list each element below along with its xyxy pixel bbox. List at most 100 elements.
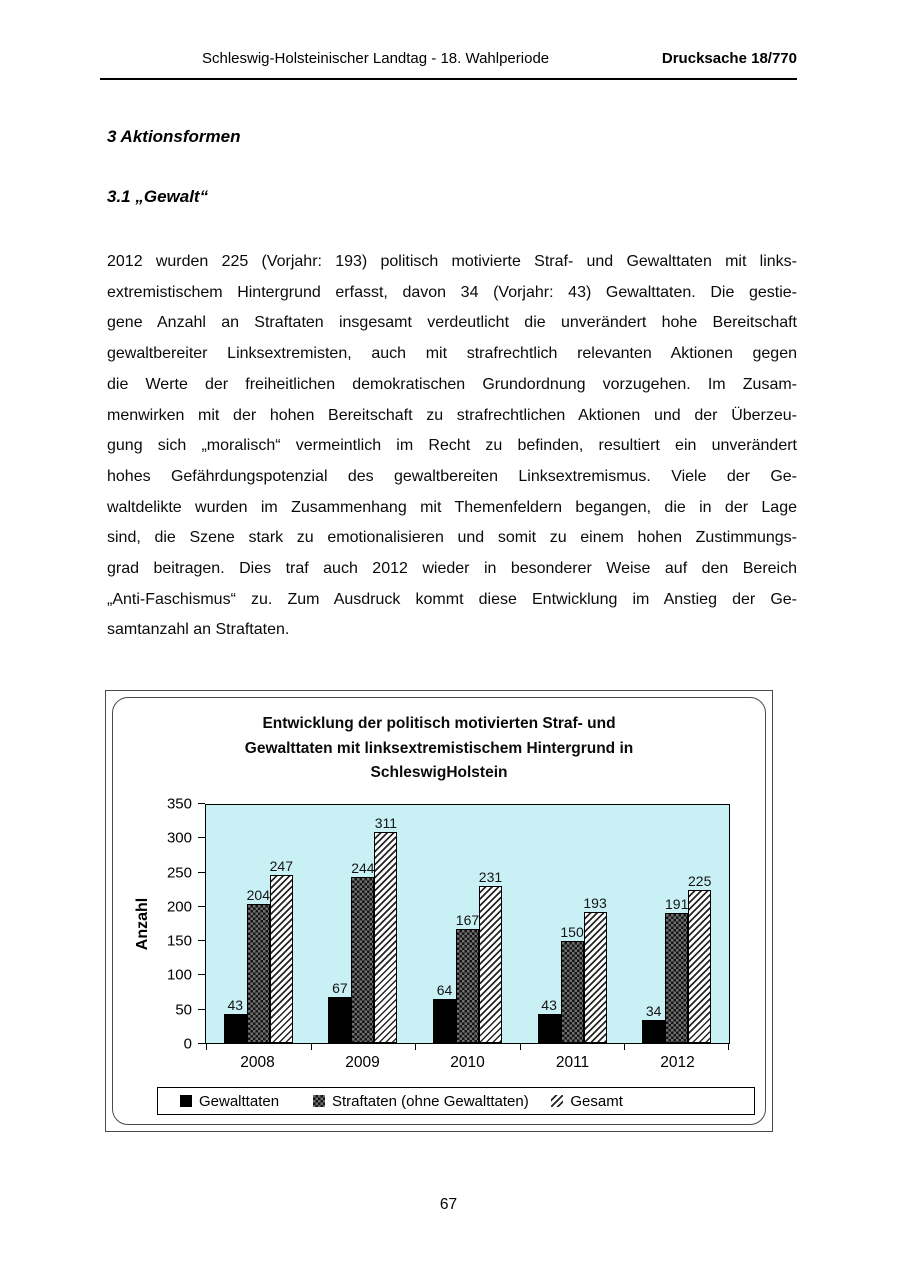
legend-item-straftaten: Straftaten (ohne Gewalttaten) <box>312 1092 551 1110</box>
chart-container: Entwicklung der politisch motivierten St… <box>112 697 766 1125</box>
bar-value-label: 150 <box>560 924 584 940</box>
y-tick-mark <box>198 1043 205 1044</box>
bar-value-label: 167 <box>455 912 480 929</box>
y-tick-label: 350 <box>166 795 192 813</box>
bar-2009: 244 <box>351 860 375 1043</box>
x-axis-tick <box>728 1043 729 1050</box>
bar-group-2008: 43 204 247 <box>206 805 311 1043</box>
y-tick-label: 250 <box>166 864 192 882</box>
body-paragraph: 2012 wurden 225 (Vorjahr: 193) politisch… <box>107 247 797 646</box>
y-tick-label: 50 <box>175 1001 192 1019</box>
chart-title-line: Entwicklung der politisch motivierten St… <box>262 715 616 732</box>
bar-2011: 193 <box>583 895 607 1043</box>
bar-value-label: 67 <box>332 980 348 997</box>
bar-2008: 43 <box>223 997 247 1043</box>
bar-2010: 231 <box>479 869 502 1043</box>
paragraph-line: die Werte der freiheitlichen demokratisc… <box>107 375 797 393</box>
y-tick-mark <box>198 803 205 804</box>
header-doc-number: Drucksache 18/770 <box>661 50 797 67</box>
paragraph-line: hohes Gefährdungspotenzial des gewaltber… <box>107 467 797 485</box>
paragraph-line: sind, die Szene stark zu emotionalisiere… <box>107 529 797 547</box>
x-axis-label: 2010 <box>450 1054 485 1071</box>
bar-2011: 150 <box>560 924 584 1043</box>
legend-label: Gewalttaten <box>199 1092 280 1110</box>
legend-item-gewalttaten: Gewalttaten <box>158 1093 313 1110</box>
bar-value-label: 225 <box>687 873 712 889</box>
x-axis-label: 2008 <box>240 1054 275 1071</box>
paragraph-line: samtanzahl an Straftaten. <box>107 621 290 639</box>
bar-value-label: 244 <box>351 860 375 877</box>
bar-2008: 204 <box>247 887 270 1043</box>
bar-group-2010: 64 167 231 <box>415 805 520 1043</box>
paragraph-line: gene Anzahl an Straftaten insgesamt verd… <box>107 314 797 332</box>
x-axis-label: 2012 <box>660 1054 695 1071</box>
paragraph-line: waltdelikte wurden im Zusammenhang mit T… <box>107 498 797 516</box>
legend-label: Gesamt <box>570 1092 623 1110</box>
legend-item-gesamt: Gesamt <box>551 1093 754 1110</box>
x-axis-tick <box>206 1043 207 1050</box>
subsection-heading: 3.1 „Gewalt“ <box>107 187 209 206</box>
chart-title-line: Gewalttaten mit linksextremistischem Hin… <box>244 739 634 757</box>
bar-value-label: 247 <box>269 858 293 875</box>
gewalttaten-swatch-icon <box>180 1095 192 1107</box>
section-heading: 3 Aktionsformen <box>107 127 241 146</box>
bar-value-label: 43 <box>541 996 557 1013</box>
paragraph-line: gewaltbereiter Linksextremisten, auch mi… <box>107 345 797 363</box>
bar-value-label: 311 <box>374 814 398 831</box>
bar-value-label: 191 <box>664 896 689 913</box>
x-axis-labels: 2008 2009 2010 2011 2012 <box>205 1054 730 1072</box>
paragraph-line: extremistischem Hintergrund erfasst, dav… <box>107 283 797 301</box>
bar-value-label: 34 <box>645 1002 662 1019</box>
gesamt-swatch-icon <box>551 1095 564 1107</box>
legend-label: Straftaten (ohne Gewalttaten) <box>331 1092 529 1110</box>
bar-2011: 43 <box>537 997 561 1043</box>
paragraph-line: gung sich „moralisch“ vermeintlich im Re… <box>107 437 797 455</box>
y-tick-label: 0 <box>183 1035 192 1053</box>
bar-group-2011: 43 150 193 <box>520 805 625 1043</box>
bar-value-label: 204 <box>246 887 270 904</box>
paragraph-line: 2012 wurden 225 (Vorjahr: 193) politisch… <box>107 253 797 270</box>
y-tick-mark <box>198 940 205 942</box>
chart-title: Entwicklung der politisch motivierten St… <box>113 698 765 786</box>
y-tick-label: 100 <box>166 966 192 984</box>
y-tick-label: 150 <box>166 932 192 950</box>
bar-2012: 191 <box>665 896 688 1043</box>
y-axis: 0 50 100 150 200 250 300 350 <box>143 797 205 1052</box>
y-tick-mark <box>198 905 205 907</box>
bar-value-label: 43 <box>227 996 244 1013</box>
y-tick-mark <box>198 1008 205 1010</box>
paragraph-line: menwirken mit der hohen Bereitschaft zu … <box>107 406 797 424</box>
y-tick-label: 300 <box>166 829 192 847</box>
y-tick-mark <box>198 974 205 976</box>
bar-2009: 311 <box>374 815 398 1043</box>
bar-value-label: 64 <box>436 982 453 999</box>
paragraph-line: „Anti-Faschismus“ zu. Zum Ausdruck kommt… <box>107 590 797 608</box>
bar-2012: 225 <box>688 873 711 1043</box>
bar-2010: 167 <box>456 912 479 1043</box>
bar-2008: 247 <box>270 858 293 1043</box>
y-tick-label: 200 <box>166 898 192 916</box>
chart-legend: Gewalttaten Straftaten (ohne Gewalttaten… <box>157 1087 755 1115</box>
bar-2009: 67 <box>328 980 352 1043</box>
x-axis-label: 2011 <box>555 1054 590 1071</box>
bar-group-2009: 67 244 311 <box>311 805 416 1043</box>
x-axis-label: 2009 <box>345 1054 380 1071</box>
x-axis-tick <box>415 1043 417 1050</box>
bar-2010: 64 <box>432 982 456 1043</box>
chart-title-line: SchleswigHolstein <box>370 764 508 781</box>
bar-2012: 34 <box>642 1003 666 1043</box>
plot-area: 43 204 247 67 244 311 64 167 231 43 150 193 34 191 225 <box>205 804 730 1050</box>
x-axis-tick <box>624 1043 626 1050</box>
x-axis-tick <box>310 1043 312 1050</box>
bar-value-label: 231 <box>478 868 503 885</box>
x-axis-tick <box>519 1043 521 1050</box>
bar-group-2012: 34 191 225 <box>624 805 729 1043</box>
y-tick-mark <box>198 871 205 873</box>
page-header: Schleswig-Holsteinischer Landtag - 18. W… <box>100 50 797 80</box>
chart-frame: Entwicklung der politisch motivierten St… <box>105 690 773 1132</box>
straftaten-swatch-icon <box>312 1095 325 1107</box>
paragraph-line: grad beitragen. Dies traf auch 2012 wied… <box>107 560 797 578</box>
page-number: 67 <box>439 1196 458 1213</box>
bar-value-label: 193 <box>583 894 607 911</box>
